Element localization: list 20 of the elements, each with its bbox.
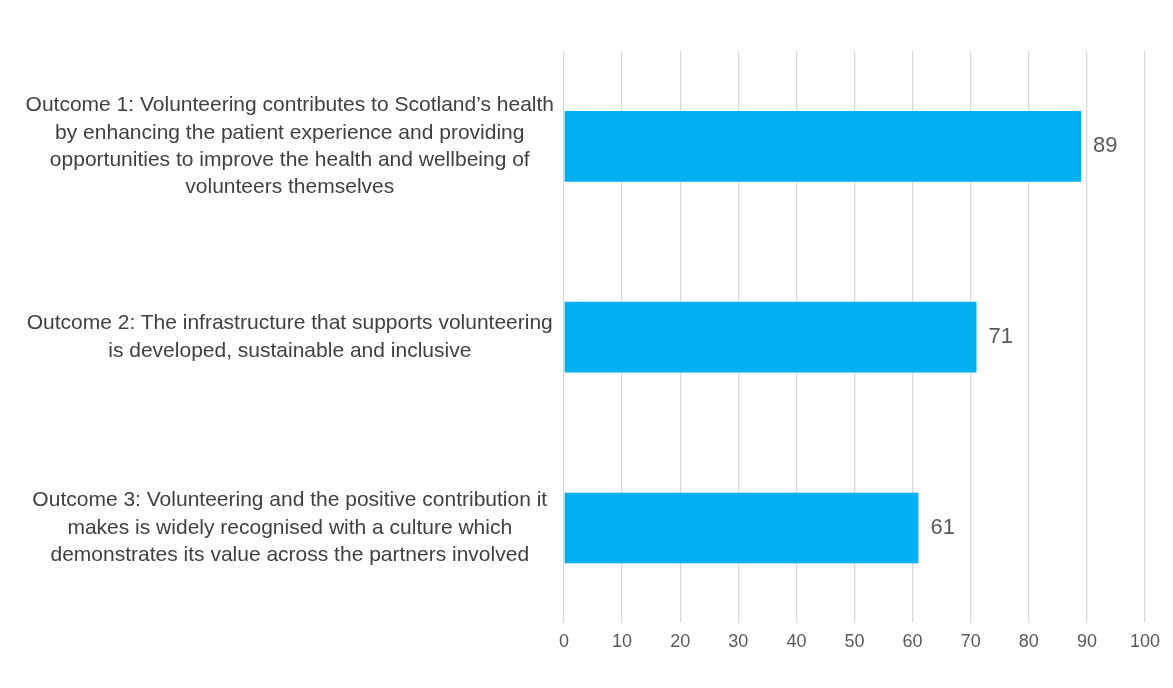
data-label: 89 [1093, 132, 1118, 158]
bar [564, 111, 1082, 182]
x-tick-label: 30 [728, 631, 749, 652]
x-tick-label: 0 [558, 631, 570, 652]
x-tick-label: 70 [960, 631, 981, 652]
y-tick-label: Outcome 3: Volunteering and the positive contribution it makes is widely recognised with a culture which demonstrates its value across the partners involved [32, 487, 548, 566]
data-label: 71 [988, 323, 1013, 349]
x-tick-label: 80 [1018, 631, 1039, 652]
data-label: 61 [930, 514, 955, 540]
y-tick-label: Outcome 2: The infrastructure that supports volunteering is developed, sustainable and inclusive [26, 310, 553, 361]
x-tick-label: 50 [844, 631, 865, 652]
x-tick-label: 20 [670, 631, 691, 652]
bar [564, 301, 977, 373]
x-tick-label: 100 [1129, 631, 1161, 652]
x-tick-label: 90 [1076, 631, 1097, 652]
y-tick-label: Outcome 1: Volunteering contributes to Scotland’s health by enhancing the patient experience and providing opportunities to improve the health and wellbeing of volunteers themselves [25, 92, 554, 198]
x-tick-label: 60 [902, 631, 923, 652]
x-tick-label: 40 [786, 631, 807, 652]
x-tick-label: 10 [612, 631, 633, 652]
bar [564, 492, 919, 564]
